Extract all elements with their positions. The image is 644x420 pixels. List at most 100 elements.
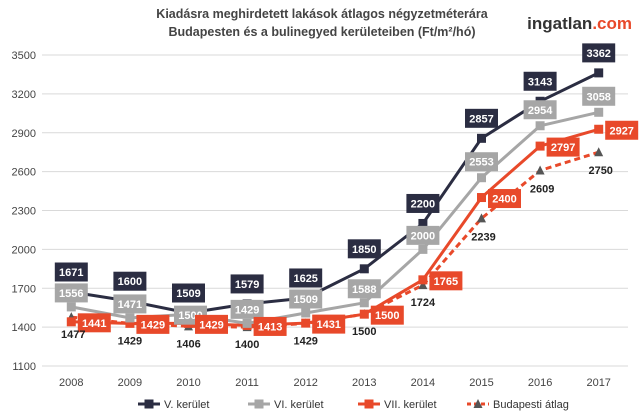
y-tick-label: 3500 [12, 50, 36, 62]
data-label: 3362 [586, 48, 610, 60]
y-tick-label: 2600 [12, 167, 36, 179]
data-point [477, 193, 486, 203]
legend-marker [473, 399, 483, 408]
data-point [477, 173, 486, 183]
x-tick-label: 2010 [176, 377, 200, 389]
data-label-box [113, 294, 147, 314]
data-label-box [289, 268, 323, 288]
data-point [359, 298, 369, 308]
x-tick-label: 2017 [586, 377, 610, 389]
data-label-box [54, 262, 88, 282]
data-label: 2927 [609, 125, 633, 137]
data-label-box [406, 193, 440, 213]
legend-label: Budapesti átlag [493, 399, 569, 411]
data-point [301, 318, 311, 328]
data-point [418, 275, 428, 285]
y-tick-label: 2900 [12, 128, 36, 140]
legend: V. kerület VI. kerület VII. kerület Budapes… [138, 399, 569, 411]
data-label: 1400 [235, 339, 259, 351]
data-label: 1477 [61, 329, 85, 341]
data-label: 1765 [434, 276, 458, 288]
data-label-box [465, 152, 498, 172]
x-tick-label: 2016 [528, 377, 552, 389]
data-label-box [312, 314, 346, 334]
data-label-box [523, 100, 557, 120]
data-label-box [77, 313, 111, 333]
data-point [594, 147, 604, 157]
data-label: 1509 [176, 288, 200, 300]
data-label: 1724 [411, 297, 436, 309]
data-label: 2954 [528, 105, 553, 117]
data-label-box [54, 283, 88, 303]
data-label: 1429 [293, 335, 317, 347]
data-label: 1509 [293, 294, 317, 306]
data-label: 1429 [141, 319, 165, 331]
series-line-2 [71, 127, 600, 327]
y-tick-label: 2300 [12, 206, 36, 218]
data-label: 2797 [551, 142, 575, 154]
data-label-box [370, 305, 404, 325]
data-label: 1850 [352, 244, 376, 256]
legend-marker [364, 399, 374, 409]
data-point [418, 280, 428, 290]
brand-logo: ingatlan.com [527, 14, 632, 34]
data-label-box [406, 225, 440, 245]
x-tick-label: 2015 [469, 377, 493, 389]
data-label: 3058 [586, 91, 610, 103]
data-label-box [465, 108, 498, 128]
data-label: 1429 [235, 304, 259, 316]
data-label: 2750 [588, 165, 612, 177]
data-label: 2609 [530, 183, 554, 195]
data-label: 3143 [528, 76, 552, 88]
data-label: 1556 [59, 288, 83, 300]
data-label-box [546, 137, 580, 157]
series-line-1 [71, 110, 600, 325]
data-label: 1431 [316, 319, 340, 331]
x-tick-label: 2013 [352, 377, 376, 389]
data-label: 1406 [176, 338, 200, 350]
x-tick-label: 2008 [59, 377, 83, 389]
data-label: 2000 [411, 230, 435, 242]
x-tick-label: 2011 [235, 377, 259, 389]
data-label: 2239 [471, 231, 495, 243]
data-label-box [605, 120, 639, 140]
data-label-box [195, 314, 228, 334]
data-label: 1413 [258, 321, 282, 333]
legend-label: V. kerület [164, 399, 209, 411]
data-label-box [347, 279, 381, 299]
data-label: 1600 [118, 276, 142, 288]
data-point [418, 244, 428, 254]
data-label-box [523, 71, 557, 91]
data-label-box [582, 43, 616, 63]
data-label-box [136, 314, 170, 334]
data-label-box [230, 299, 264, 319]
data-label-box [347, 239, 381, 259]
data-point [535, 141, 545, 151]
data-label: 2857 [469, 113, 493, 125]
data-point [66, 302, 76, 312]
data-label: 1429 [199, 319, 223, 331]
data-label-box [172, 283, 205, 303]
data-label-box [253, 316, 287, 336]
data-point [594, 124, 604, 134]
legend-label: VI. kerület [274, 399, 324, 411]
data-label-box [488, 189, 521, 209]
legend-marker [144, 399, 154, 409]
brand-logo-main: ingatlan [527, 14, 593, 33]
data-label: 1500 [375, 310, 399, 322]
data-label-box [113, 271, 147, 291]
x-tick-label: 2014 [411, 377, 435, 389]
data-label: 1471 [118, 299, 142, 311]
data-point [594, 107, 604, 117]
y-tick-label: 3200 [12, 89, 36, 101]
y-tick-label: 2000 [12, 244, 36, 256]
data-point [301, 308, 311, 318]
chart-title-line1: Kiadásra meghirdetett lakások átlagos né… [156, 7, 488, 21]
data-label: 2553 [469, 157, 493, 169]
data-point [594, 68, 604, 78]
data-point [477, 213, 486, 223]
data-label: 1429 [118, 335, 142, 347]
data-label: 1579 [235, 279, 259, 291]
